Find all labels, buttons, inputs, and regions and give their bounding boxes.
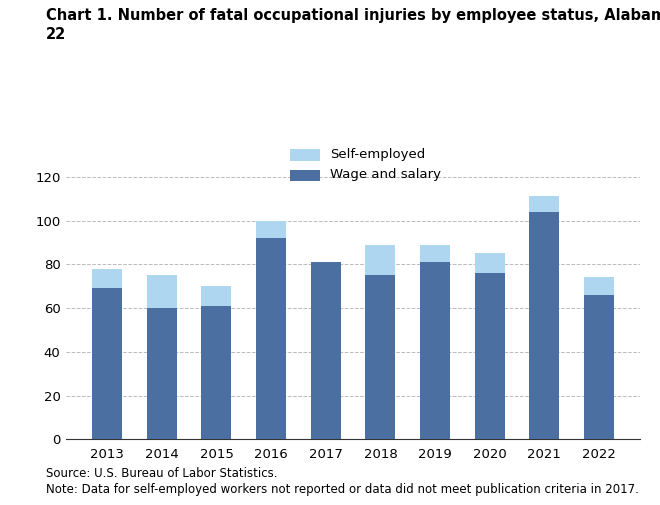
Text: Note: Data for self-employed workers not reported or data did not meet publicati: Note: Data for self-employed workers not… bbox=[46, 483, 639, 496]
Bar bbox=[584, 295, 614, 439]
Bar bbox=[311, 262, 341, 439]
Text: Chart 1. Number of fatal occupational injuries by employee status, Alabama, 2013: Chart 1. Number of fatal occupational in… bbox=[46, 8, 660, 42]
Text: Self-employed: Self-employed bbox=[330, 147, 425, 161]
Bar bbox=[475, 273, 505, 439]
Bar bbox=[366, 275, 395, 439]
Bar bbox=[529, 196, 560, 212]
Bar bbox=[92, 269, 122, 288]
Bar bbox=[147, 308, 177, 439]
Bar bbox=[256, 238, 286, 439]
Bar bbox=[529, 212, 560, 439]
Text: Source: U.S. Bureau of Labor Statistics.: Source: U.S. Bureau of Labor Statistics. bbox=[46, 467, 278, 480]
Bar bbox=[92, 288, 122, 439]
Text: Wage and salary: Wage and salary bbox=[330, 168, 441, 181]
Bar bbox=[256, 221, 286, 238]
Bar bbox=[420, 244, 450, 262]
Bar bbox=[201, 286, 232, 306]
Bar bbox=[366, 244, 395, 275]
Bar bbox=[201, 306, 232, 439]
Bar bbox=[147, 275, 177, 308]
Bar bbox=[420, 262, 450, 439]
Bar bbox=[584, 277, 614, 295]
Bar bbox=[475, 254, 505, 273]
